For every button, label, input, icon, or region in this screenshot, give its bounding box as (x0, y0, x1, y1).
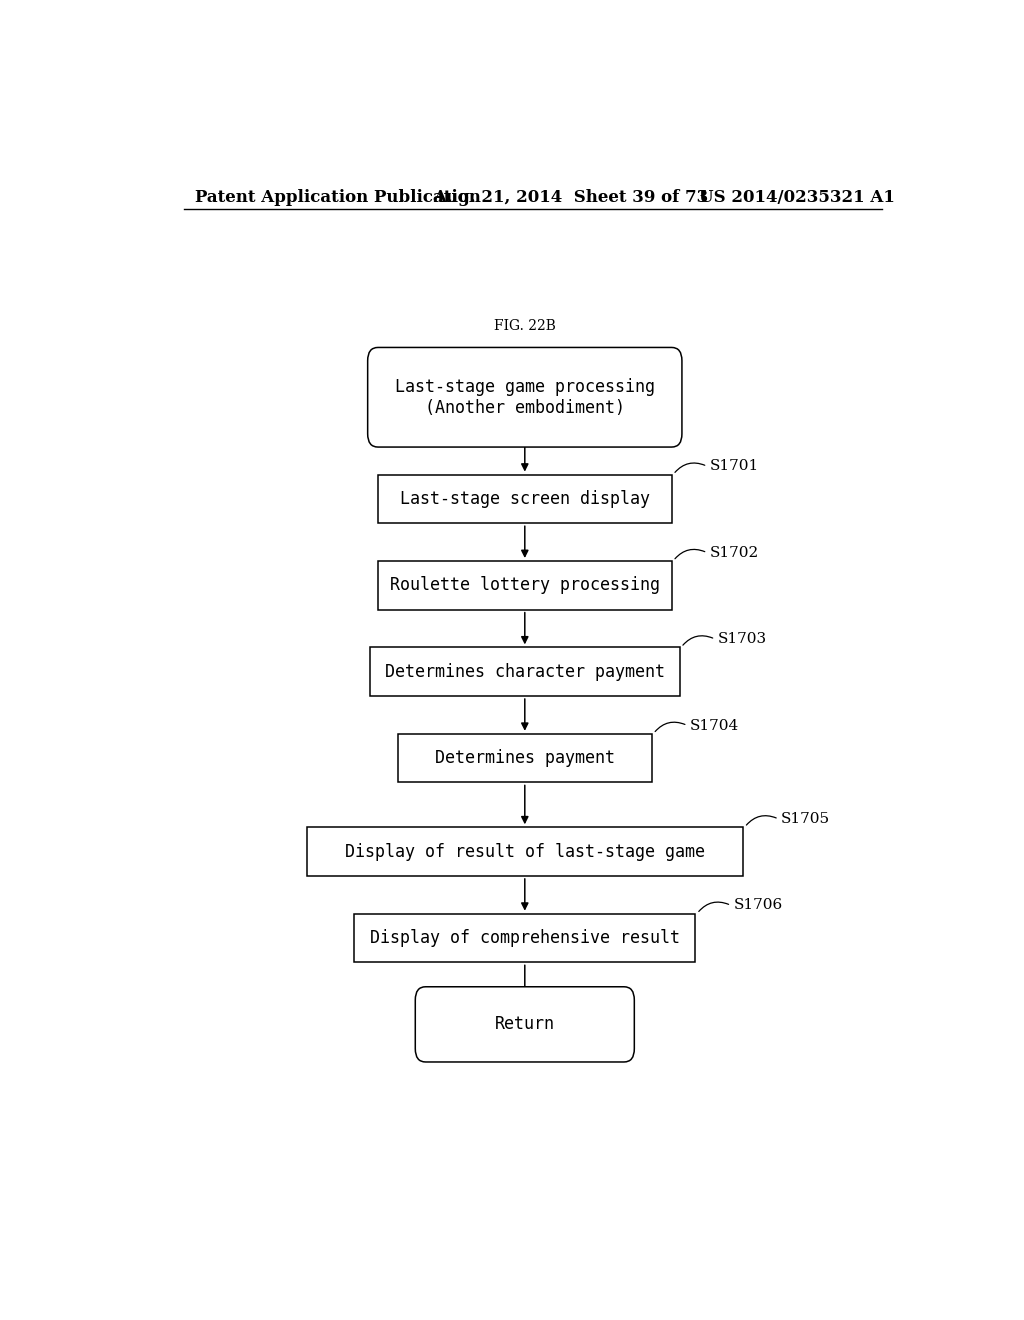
Text: Determines payment: Determines payment (435, 748, 614, 767)
Text: Last-stage game processing
(Another embodiment): Last-stage game processing (Another embo… (395, 378, 654, 417)
Text: S1701: S1701 (710, 459, 759, 474)
FancyBboxPatch shape (416, 987, 634, 1063)
FancyBboxPatch shape (368, 347, 682, 447)
Text: S1703: S1703 (718, 632, 767, 647)
Bar (354, 913, 695, 962)
Text: Patent Application Publication: Patent Application Publication (196, 189, 481, 206)
Bar (397, 734, 651, 783)
Text: S1704: S1704 (690, 718, 739, 733)
Text: FIG. 22B: FIG. 22B (494, 319, 556, 333)
Text: Roulette lottery processing: Roulette lottery processing (390, 577, 659, 594)
Text: Last-stage screen display: Last-stage screen display (399, 490, 650, 508)
Text: US 2014/0235321 A1: US 2014/0235321 A1 (699, 189, 895, 206)
Bar (370, 647, 680, 696)
Text: Return: Return (495, 1015, 555, 1034)
Text: S1702: S1702 (710, 545, 759, 560)
Bar (378, 474, 672, 523)
Text: S1705: S1705 (781, 812, 830, 826)
Text: Display of result of last-stage game: Display of result of last-stage game (345, 842, 705, 861)
Text: Aug. 21, 2014  Sheet 39 of 73: Aug. 21, 2014 Sheet 39 of 73 (433, 189, 709, 206)
Bar (306, 828, 743, 876)
Bar (378, 561, 672, 610)
Text: S1706: S1706 (733, 899, 782, 912)
Text: Display of comprehensive result: Display of comprehensive result (370, 929, 680, 946)
Text: Determines character payment: Determines character payment (385, 663, 665, 681)
